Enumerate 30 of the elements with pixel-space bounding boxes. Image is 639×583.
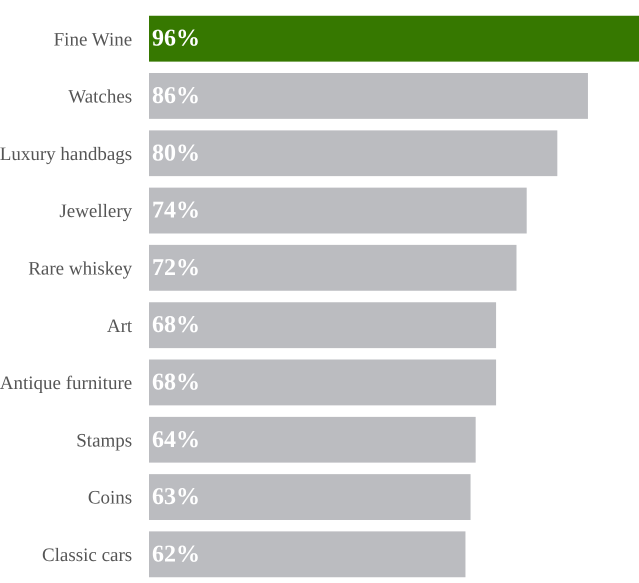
y-tick-label: Classic cars (42, 545, 132, 566)
y-tick-label: Antique furniture (0, 373, 132, 394)
bar (149, 416, 476, 463)
bar (149, 474, 471, 520)
data-label: 80% (152, 140, 200, 166)
y-tick-label: Coins (88, 488, 132, 509)
data-label: 72% (152, 254, 200, 281)
data-label: 62% (152, 541, 200, 568)
y-tick-label: Luxury handbags (0, 144, 132, 165)
bar (149, 188, 527, 234)
bar (149, 244, 516, 291)
bar (149, 360, 496, 406)
bar (149, 130, 558, 176)
y-tick-label: Jewellery (59, 201, 133, 222)
bar (149, 16, 639, 62)
y-tick-label: Art (106, 316, 133, 337)
data-label: 86% (152, 82, 200, 109)
data-label: 68% (152, 369, 200, 396)
bar (149, 73, 588, 119)
y-tick-label: Watches (68, 86, 132, 108)
data-label: 74% (152, 198, 200, 224)
y-tick-label: Fine Wine (54, 29, 132, 50)
data-label: 96% (152, 26, 200, 52)
data-label: 64% (152, 426, 200, 453)
data-label: 63% (152, 484, 200, 510)
bar (149, 302, 496, 348)
y-tick-label: Rare whiskey (28, 258, 133, 280)
data-label: 68% (152, 312, 200, 338)
y-tick-label: Stamps (76, 430, 132, 452)
bar (149, 531, 466, 578)
